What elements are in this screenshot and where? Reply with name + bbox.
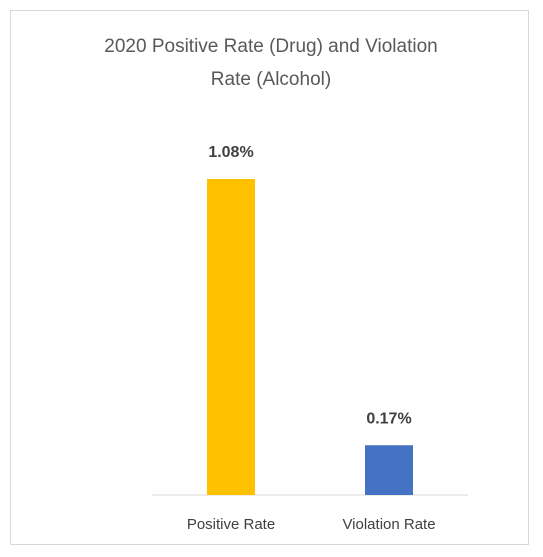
x-tick-label: Violation Rate bbox=[342, 516, 435, 533]
data-label: 1.08% bbox=[208, 144, 253, 161]
bar bbox=[207, 179, 255, 495]
chart-frame bbox=[10, 10, 529, 545]
chart-title: 2020 Positive Rate (Drug) and Violation … bbox=[104, 36, 438, 90]
data-label: 0.17% bbox=[366, 410, 411, 427]
bar bbox=[365, 445, 413, 495]
x-tick-label: Positive Rate bbox=[187, 516, 275, 533]
